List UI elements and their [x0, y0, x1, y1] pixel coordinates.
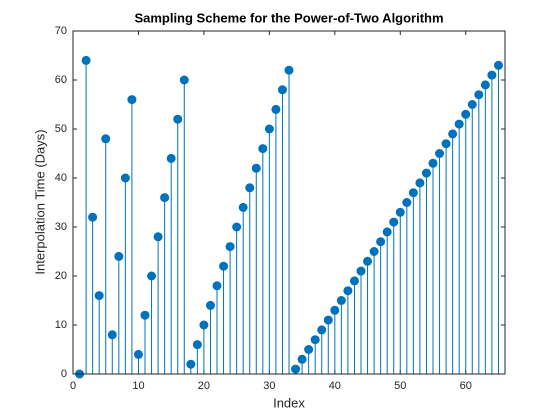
stem-marker [369, 247, 379, 256]
x-tick-label: 0 [70, 380, 76, 392]
stem-marker [297, 354, 307, 364]
stem-marker [389, 217, 399, 227]
stem-marker [192, 340, 202, 350]
stem-marker [140, 310, 150, 320]
stem-marker [461, 109, 471, 119]
y-tick-label: 50 [55, 123, 67, 135]
y-tick-label: 60 [55, 74, 67, 86]
stem-marker [232, 222, 242, 232]
y-tick-label: 40 [55, 172, 67, 184]
stem-marker [179, 75, 189, 85]
stem-marker [421, 168, 431, 178]
y-tick-label: 30 [55, 221, 67, 233]
stem-marker [133, 349, 143, 359]
stem-marker [336, 296, 346, 305]
stem-marker [493, 60, 503, 70]
stem-marker [166, 153, 176, 163]
stem-marker [310, 335, 320, 345]
stem-marker [101, 134, 111, 144]
stem-marker [205, 300, 215, 310]
stem-marker [238, 202, 248, 212]
stem-marker [251, 163, 261, 173]
stem-marker [343, 286, 353, 296]
stem-marker [330, 305, 340, 315]
chart-title: Sampling Scheme for the Power-of-Two Alg… [134, 10, 443, 25]
stem-marker [258, 144, 268, 154]
axes-box [72, 30, 506, 375]
stem-marker [356, 266, 366, 276]
stem-marker [441, 139, 451, 149]
y-tick-label: 0 [61, 368, 67, 380]
y-axis-label: Interpolation Time (Days) [32, 129, 47, 274]
stem-marker [408, 188, 418, 198]
stem-marker [467, 100, 477, 109]
stem-marker [120, 173, 130, 183]
stem-marker [291, 364, 301, 374]
stem-marker [127, 95, 137, 105]
stem-marker [363, 256, 373, 266]
stem-marker [487, 70, 497, 80]
stem-marker [160, 193, 170, 203]
stem-marker [382, 227, 392, 237]
stem-marker [304, 345, 314, 354]
stem-marker [219, 261, 229, 271]
stem-marker [402, 198, 412, 207]
stem-marker [264, 124, 274, 134]
stem-marker [428, 158, 438, 168]
y-tick-label: 20 [55, 270, 67, 282]
stem-marker [323, 315, 333, 325]
stem-marker [94, 291, 104, 301]
stem-marker [271, 104, 281, 114]
stem-marker [114, 251, 124, 261]
stem-marker [448, 129, 458, 139]
stem-marker [173, 114, 183, 124]
stem-marker [225, 242, 235, 252]
stem-marker [153, 232, 163, 242]
stem-marker [415, 178, 425, 188]
x-tick-label: 50 [394, 380, 406, 392]
y-tick-label: 10 [55, 319, 67, 331]
stem-marker [107, 330, 117, 340]
stem-marker [186, 359, 196, 369]
stem-marker [435, 149, 445, 158]
stem-marker [245, 183, 255, 193]
stem-marker [317, 325, 327, 335]
stem-marker [474, 90, 484, 100]
stem-marker [212, 281, 222, 291]
stem-marker [454, 119, 464, 129]
stem-marker [395, 207, 405, 217]
stem-marker [88, 212, 98, 222]
stem-marker [349, 276, 359, 286]
stem-marker [480, 80, 490, 90]
stem-marker [277, 85, 287, 95]
x-tick-label: 10 [132, 380, 144, 392]
x-axis-label: Index [273, 395, 305, 410]
x-tick-label: 40 [329, 380, 341, 392]
y-tick-label: 70 [55, 25, 67, 37]
stem-marker [376, 237, 386, 247]
stem-marker [284, 65, 294, 75]
stem-marker [81, 55, 91, 65]
x-tick-label: 20 [198, 380, 210, 392]
stem-marker [199, 320, 209, 330]
stem-marker [147, 271, 157, 281]
x-tick-label: 60 [460, 380, 472, 392]
x-tick-label: 30 [263, 380, 275, 392]
